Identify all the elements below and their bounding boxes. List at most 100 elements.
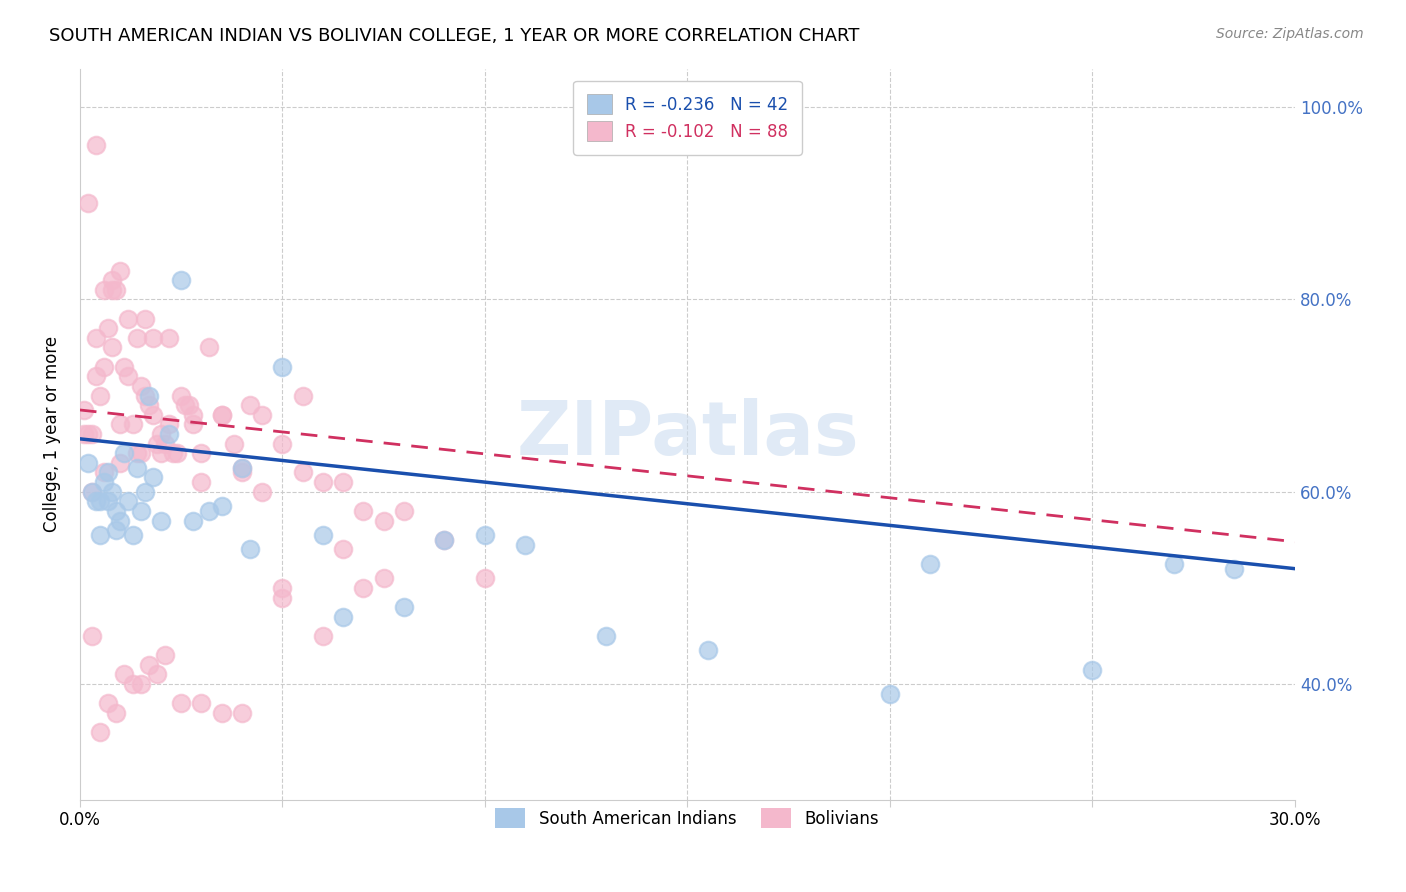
Point [190,696,212,710]
Text: Source: ZipAtlas.com: Source: ZipAtlas.com [1216,27,1364,41]
Point [146,436,169,450]
Point [142,470,165,484]
Point [231,466,253,480]
Point [134,484,156,499]
Point [84,331,107,345]
Point [1223,562,1246,576]
Point [332,542,354,557]
Point [125,331,148,345]
Point [181,417,204,432]
Point [332,609,354,624]
Point [97,466,120,480]
Point [73,403,96,417]
Point [879,687,901,701]
Point [271,581,294,595]
Point [89,725,111,739]
Point [373,514,395,528]
Point [157,427,180,442]
Point [174,398,197,412]
Point [392,504,415,518]
Point [80,427,103,442]
Point [121,417,143,432]
Point [105,283,128,297]
Point [291,388,314,402]
Point [149,427,172,442]
Point [211,408,233,422]
Point [291,466,314,480]
Point [97,696,120,710]
Point [112,359,135,374]
Point [84,138,107,153]
Point [181,514,204,528]
Point [112,667,135,681]
Point [129,379,152,393]
Point [170,696,193,710]
Point [211,706,233,720]
Point [117,494,139,508]
Point [474,528,496,542]
Point [149,514,172,528]
Point [134,388,156,402]
Point [110,263,132,277]
Point [149,446,172,460]
Point [105,504,128,518]
Point [93,475,115,489]
Point [433,533,456,547]
Point [239,542,262,557]
Point [170,273,193,287]
Point [89,494,111,508]
Point [77,196,100,211]
Text: ZIPatlas: ZIPatlas [516,398,859,470]
Point [271,436,294,450]
Point [129,504,152,518]
Point [170,388,193,402]
Point [515,538,537,552]
Point [80,629,103,643]
Point [125,460,148,475]
Point [1163,557,1185,571]
Point [595,629,617,643]
Point [110,456,132,470]
Point [138,388,160,402]
Point [101,484,124,499]
Point [474,571,496,585]
Point [134,311,156,326]
Point [433,533,456,547]
Point [93,359,115,374]
Point [112,446,135,460]
Y-axis label: College, 1 year or more: College, 1 year or more [44,336,60,533]
Legend: South American Indians, Bolivians: South American Indians, Bolivians [489,801,886,835]
Point [125,446,148,460]
Point [271,359,294,374]
Point [93,283,115,297]
Point [211,499,233,513]
Point [89,528,111,542]
Point [312,528,335,542]
Point [190,446,212,460]
Point [271,591,294,605]
Point [93,466,115,480]
Point [312,475,335,489]
Point [138,398,160,412]
Point [146,667,169,681]
Point [157,331,180,345]
Point [101,341,124,355]
Point [73,427,96,442]
Point [97,321,120,335]
Point [352,504,374,518]
Point [121,677,143,691]
Point [142,331,165,345]
Point [181,408,204,422]
Point [352,581,374,595]
Point [392,600,415,615]
Point [89,388,111,402]
Point [84,369,107,384]
Point [77,427,100,442]
Point [222,436,245,450]
Point [696,643,718,657]
Point [129,446,152,460]
Point [179,398,201,412]
Point [312,629,335,643]
Point [231,460,253,475]
Point [105,523,128,537]
